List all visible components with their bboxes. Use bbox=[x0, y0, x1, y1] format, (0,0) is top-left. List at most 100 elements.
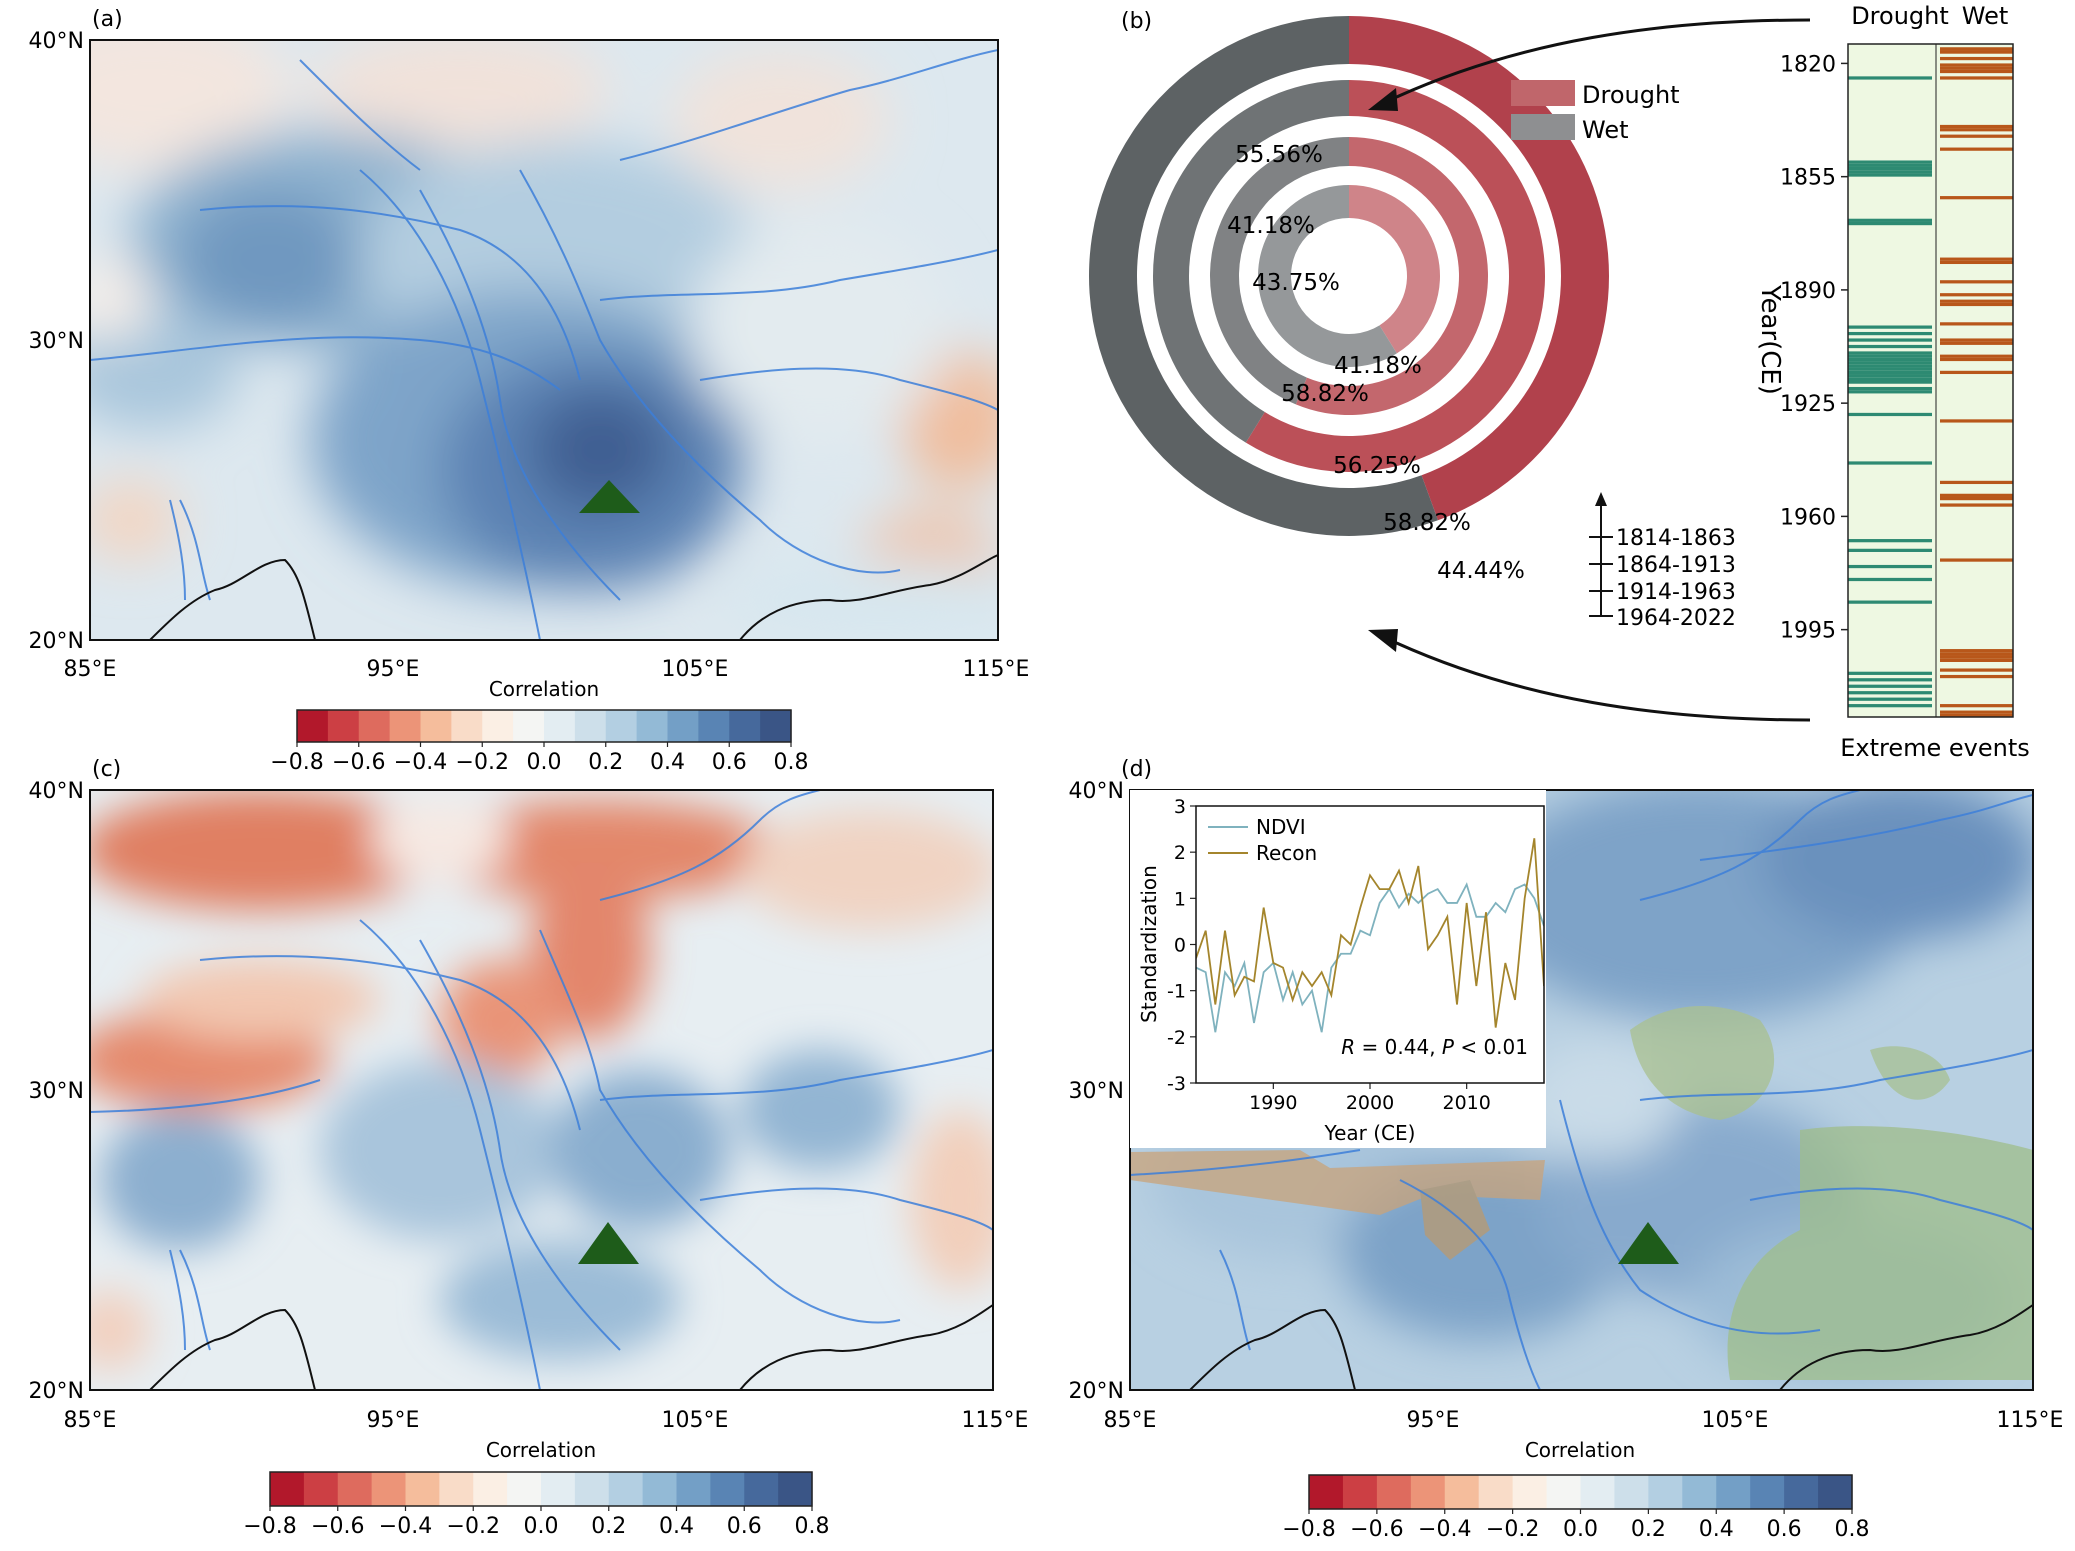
colorbar-tick-label: −0.2 bbox=[456, 750, 509, 775]
donut-label-wet: 58.82% bbox=[1281, 381, 1369, 407]
colorbar-tick-label: −0.6 bbox=[332, 750, 385, 775]
colorbar-cell bbox=[439, 1472, 474, 1506]
panel-d-label: (d) bbox=[1121, 757, 1152, 782]
wet-event-bar bbox=[1940, 503, 2013, 507]
map-a-field bbox=[90, 40, 998, 640]
wet-event-bar bbox=[1940, 293, 2013, 297]
colorbar-tick-label: 0.8 bbox=[795, 1514, 830, 1539]
map-c-field bbox=[90, 790, 993, 1390]
drought-event-bar bbox=[1848, 325, 1932, 329]
site-marker-triangle bbox=[1618, 1222, 1679, 1264]
inset-ytick-label: -2 bbox=[1167, 1027, 1186, 1049]
nested-donut-chart: 55.56%44.44%41.18%58.82%43.75%56.25%58.8… bbox=[1089, 16, 1610, 584]
drought-event-bar bbox=[1848, 548, 1932, 552]
lat-tick: 40°N bbox=[29, 779, 84, 804]
colorbar-cell bbox=[710, 1472, 745, 1506]
colorbar-cell bbox=[405, 1472, 440, 1506]
timeline-ytick-label: 1820 bbox=[1780, 52, 1836, 77]
colorbar-cell bbox=[451, 710, 483, 742]
wet-event-bar bbox=[1940, 338, 2013, 342]
wet-event-bar bbox=[1940, 69, 2013, 74]
inset-ytick-label: 2 bbox=[1174, 842, 1186, 864]
donut-label-drought: 41.18% bbox=[1334, 353, 1422, 379]
lon-tick: 95°E bbox=[1407, 1408, 1460, 1433]
timeline-ylabel: Year(CE) bbox=[1755, 284, 1785, 395]
lon-tick: 95°E bbox=[367, 657, 420, 682]
wet-event-bar bbox=[1940, 128, 2013, 132]
colorbar-tick-label: 0.4 bbox=[650, 750, 685, 775]
colorbar-cell bbox=[636, 710, 669, 742]
panel-c-label: (c) bbox=[92, 757, 121, 782]
colorbar-tick-label: −0.4 bbox=[379, 1514, 432, 1539]
legend-swatch-drought bbox=[1511, 80, 1575, 106]
wet-event-bar bbox=[1940, 280, 2013, 284]
inset-legend: NDVI Recon bbox=[1208, 815, 1317, 865]
annotation-r-symbol: R bbox=[1341, 1035, 1355, 1059]
period-label: 1814-1863 bbox=[1616, 526, 1736, 551]
lon-tick: 95°E bbox=[367, 1408, 420, 1433]
colorbar-a: Correlation −0.8 −0.6 −0.4 −0.2 0.0 0.2 0.4 0.6… bbox=[270, 677, 808, 775]
site-marker-triangle bbox=[578, 1222, 639, 1264]
colorbar-cell bbox=[1580, 1475, 1616, 1509]
drought-event-bar bbox=[1848, 361, 1932, 365]
colorbar-cell bbox=[676, 1472, 711, 1506]
site-marker-triangle bbox=[579, 480, 640, 513]
colorbar-cell bbox=[389, 710, 422, 742]
colorbar-cell bbox=[778, 1472, 813, 1506]
wet-event-bar bbox=[1940, 56, 2013, 61]
drought-event-bar bbox=[1848, 564, 1932, 569]
colorbar-cell bbox=[1614, 1475, 1649, 1509]
drought-event-bar bbox=[1848, 412, 1932, 417]
colorbar-tick-label: 0.6 bbox=[727, 1514, 762, 1539]
wet-event-bar bbox=[1940, 649, 2013, 653]
donut-label-drought: 44.44% bbox=[1437, 558, 1525, 584]
colorbar-cell bbox=[1750, 1475, 1785, 1509]
inset-line-chart: -3 -2 -1 0 1 2 3 1990 2000 2010 Year (CE) Standar… bbox=[1130, 790, 1546, 1148]
timeline-ytick-label: 1855 bbox=[1780, 166, 1836, 191]
timeline-frame bbox=[1847, 43, 2014, 718]
colorbar-tick-label: 0.8 bbox=[1835, 1517, 1870, 1542]
drought-event-bar bbox=[1848, 160, 1932, 164]
timeline-ytick-label: 1890 bbox=[1780, 279, 1836, 304]
inset-ylabel: Standardization bbox=[1137, 865, 1161, 1023]
lon-tick: 85°E bbox=[64, 1408, 117, 1433]
wet-event-bar bbox=[1940, 493, 2013, 497]
drought-event-bar bbox=[1848, 386, 1932, 391]
drought-event-bar bbox=[1848, 166, 1932, 171]
donut-label-drought: 56.25% bbox=[1333, 453, 1421, 479]
colorbar-cell bbox=[1818, 1475, 1853, 1509]
wet-event-bar bbox=[1940, 147, 2013, 151]
timeline-ytick-label: 1925 bbox=[1780, 392, 1836, 417]
drought-event-bar bbox=[1848, 380, 1932, 384]
colorbar-cell bbox=[358, 710, 391, 742]
colorbar-tick-label: −0.6 bbox=[311, 1514, 364, 1539]
wet-event-bar bbox=[1940, 480, 2013, 485]
wet-event-bar bbox=[1940, 124, 2013, 129]
drought-event-bar bbox=[1848, 600, 1932, 604]
panel-b-label: (b) bbox=[1121, 9, 1152, 34]
legend-swatch-wet bbox=[1511, 114, 1575, 140]
drought-event-bar bbox=[1848, 370, 1932, 375]
colorbar-tick-label: −0.4 bbox=[1418, 1517, 1471, 1542]
wet-event-bar bbox=[1940, 558, 2013, 562]
wet-event-bar bbox=[1940, 354, 2013, 358]
drought-event-bar bbox=[1848, 76, 1932, 80]
drought-event-bar bbox=[1848, 351, 1932, 355]
inset-ytick-label: -1 bbox=[1167, 981, 1186, 1003]
colorbar-tick-label: 0.6 bbox=[1767, 1517, 1802, 1542]
lat-tick: 40°N bbox=[1069, 779, 1124, 804]
drought-event-bar bbox=[1848, 163, 1932, 167]
colorbar-cell bbox=[744, 1472, 779, 1506]
map-c-lat-ticks: 40°N 30°N 20°N bbox=[29, 779, 84, 1404]
donut-slice-drought bbox=[1349, 16, 1610, 521]
drought-event-bar bbox=[1848, 338, 1932, 342]
wet-event-bar bbox=[1940, 257, 2013, 261]
inset-annotation: R = 0.44, P < 0.01 bbox=[1341, 1035, 1528, 1059]
colorbar-cell bbox=[371, 1472, 407, 1506]
colorbar-cell bbox=[420, 710, 452, 742]
timeline-col-drought: Drought bbox=[1851, 2, 1949, 30]
map-c-lon-ticks: 85°E 95°E 105°E 115°E bbox=[64, 1408, 1029, 1433]
period-label: 1964-2022 bbox=[1616, 606, 1736, 631]
donut-label-wet: 43.75% bbox=[1252, 270, 1340, 296]
wet-event-bar bbox=[1940, 196, 2013, 200]
